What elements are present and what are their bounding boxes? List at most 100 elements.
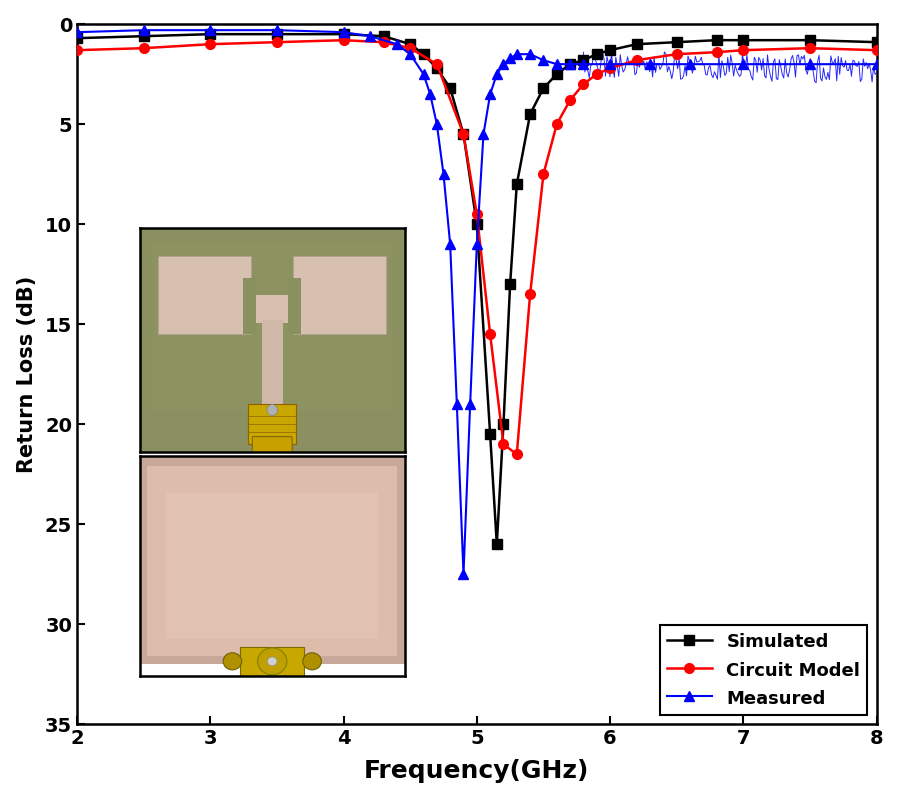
Simulated [538, 83, 549, 93]
Measured [491, 70, 502, 79]
Simulated [472, 219, 482, 229]
Circle shape [267, 404, 277, 416]
Simulated [511, 179, 522, 189]
Measured [552, 59, 562, 69]
Measured [472, 239, 482, 249]
Circuit Model [631, 55, 642, 65]
Simulated [805, 35, 815, 45]
Circuit Model [564, 95, 575, 105]
Circuit Model [871, 46, 882, 55]
Simulated [871, 38, 882, 47]
Measured [644, 59, 655, 69]
Circuit Model [511, 450, 522, 459]
Measured [445, 239, 455, 249]
Simulated [578, 55, 589, 65]
Simulated [738, 35, 749, 45]
Measured [564, 59, 575, 69]
Measured [431, 119, 442, 129]
Line: Simulated: Simulated [72, 30, 881, 549]
Bar [243, 278, 256, 334]
Simulated [591, 50, 602, 59]
Measured [418, 70, 429, 79]
Measured [525, 50, 535, 59]
FancyBboxPatch shape [252, 437, 292, 462]
Circuit Model [538, 170, 549, 179]
Simulated [205, 30, 216, 39]
Circuit Model [711, 47, 722, 57]
Measured [685, 59, 696, 69]
Simulated [405, 39, 416, 49]
Circuit Model [72, 46, 83, 55]
Measured [205, 26, 216, 35]
Circuit Model [578, 79, 589, 89]
Measured [452, 399, 463, 409]
Measured [458, 570, 469, 579]
Circuit Model [272, 38, 283, 47]
Measured [72, 27, 83, 37]
Measured [738, 59, 749, 69]
Measured [485, 90, 496, 99]
Measured [139, 26, 149, 35]
Simulated [485, 430, 496, 439]
Simulated [491, 539, 502, 549]
Circuit Model [591, 70, 602, 79]
Circuit Model [805, 43, 815, 53]
Circuit Model [405, 43, 416, 53]
Measured [578, 59, 589, 69]
Simulated [139, 31, 149, 41]
Bar [288, 278, 302, 334]
Legend: Simulated, Circuit Model, Measured: Simulated, Circuit Model, Measured [660, 625, 868, 715]
Circuit Model [139, 43, 149, 53]
Simulated [338, 30, 349, 39]
Circuit Model [525, 290, 535, 299]
Bar [248, 404, 296, 443]
Measured [538, 55, 549, 65]
Simulated [505, 279, 516, 289]
Circuit Model [205, 39, 216, 49]
Measured [464, 399, 475, 409]
Measured [392, 39, 402, 49]
Circle shape [302, 653, 321, 670]
Line: Circuit Model: Circuit Model [72, 35, 881, 459]
Simulated [431, 63, 442, 73]
Simulated [378, 31, 389, 41]
Simulated [711, 35, 722, 45]
Simulated [272, 30, 283, 39]
Bar [262, 320, 283, 410]
Bar [153, 242, 392, 410]
Measured [505, 54, 516, 63]
Simulated [631, 39, 642, 49]
Simulated [671, 38, 682, 47]
Simulated [445, 83, 455, 93]
Measured [871, 59, 882, 69]
Circuit Model [338, 35, 349, 45]
Circle shape [223, 653, 242, 670]
Simulated [418, 50, 429, 59]
Circuit Model [458, 130, 469, 139]
Simulated [72, 34, 83, 43]
Measured [338, 27, 349, 37]
Simulated [498, 419, 508, 429]
Bar [240, 646, 304, 676]
Measured [272, 26, 283, 35]
Line: Measured: Measured [72, 26, 881, 579]
Measured [478, 130, 489, 139]
Bar [158, 256, 251, 334]
Circuit Model [738, 46, 749, 55]
Circuit Model [552, 119, 562, 129]
Measured [364, 31, 375, 41]
Circle shape [267, 657, 277, 666]
Measured [405, 50, 416, 59]
Circuit Model [472, 210, 482, 219]
Bar [293, 256, 386, 334]
Measured [425, 90, 436, 99]
Measured [511, 50, 522, 59]
Measured [498, 59, 508, 69]
Circle shape [257, 648, 287, 674]
Measured [605, 59, 616, 69]
Circuit Model [671, 50, 682, 59]
Simulated [458, 130, 469, 139]
Bar [148, 466, 397, 657]
Circuit Model [485, 330, 496, 339]
Simulated [525, 110, 535, 119]
